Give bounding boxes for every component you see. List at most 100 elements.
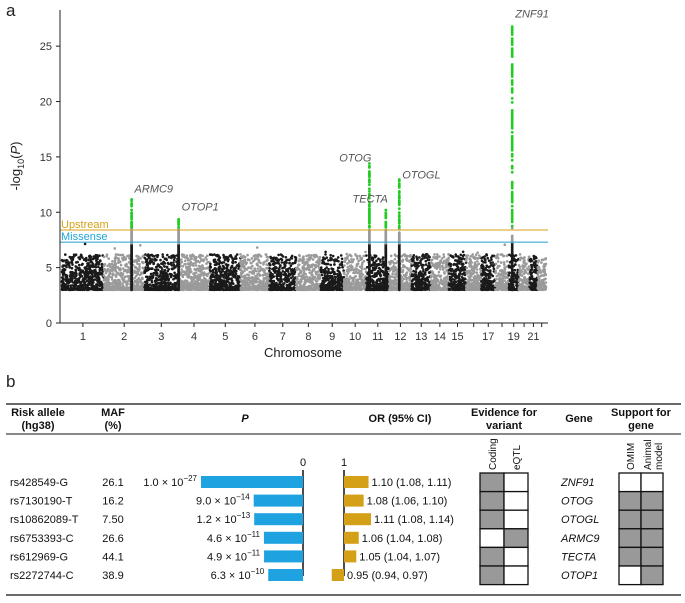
snp-point: [82, 258, 86, 262]
snp-point: [127, 268, 131, 272]
snp-point: [276, 272, 280, 276]
snp-point: [256, 288, 260, 292]
snp-point: [246, 253, 249, 257]
snp-point: [91, 273, 94, 276]
snp-point: [221, 288, 224, 292]
snp-point: [314, 287, 317, 291]
snp-point: [167, 288, 171, 292]
snp-point: [286, 270, 290, 273]
snp-point: [323, 271, 327, 275]
snp-point: [427, 280, 431, 284]
snp-point: [272, 275, 276, 278]
snp-point: [381, 271, 385, 274]
snp-point: [161, 253, 164, 256]
snp-point: [193, 271, 197, 275]
snp-point: [355, 254, 358, 258]
snp-point: [96, 262, 99, 266]
snp-point: [150, 267, 153, 270]
snp-point: [202, 274, 205, 277]
snp-point: [425, 267, 428, 271]
snp-point: [66, 261, 69, 265]
snp-point: [323, 274, 327, 277]
snp-point: [326, 278, 329, 282]
snp-point: [323, 280, 326, 283]
snp-point: [416, 287, 420, 291]
snp-point: [121, 272, 125, 276]
snp-point: [278, 282, 281, 286]
snp-point: [352, 278, 355, 282]
snp-point: [290, 257, 294, 260]
snp-point: [231, 281, 234, 285]
snp-point: [342, 271, 346, 275]
snp-point: [72, 253, 76, 256]
snp-point: [264, 253, 268, 256]
snp-point: [155, 268, 159, 271]
snp-point: [358, 275, 361, 278]
snp-point: [299, 271, 303, 275]
snp-point: [73, 272, 77, 275]
snp-point: [248, 270, 251, 274]
snp-point: [66, 259, 69, 262]
snp-point: [386, 266, 390, 270]
snp-point: [108, 270, 112, 274]
snp-point: [443, 271, 446, 274]
snp-point: [102, 288, 106, 291]
snp-point: [91, 262, 95, 266]
snp-point: [62, 259, 66, 262]
snp-point: [266, 258, 269, 262]
snp-point: [210, 273, 214, 276]
snp-point: [199, 274, 202, 278]
snp-point: [391, 279, 395, 283]
snp-point: [294, 256, 298, 260]
snp-point: [379, 274, 382, 278]
snp-point: [152, 272, 155, 275]
snp-point: [279, 272, 283, 275]
snp-point: [69, 286, 73, 290]
snp-point: [144, 268, 147, 272]
snp-point: [269, 279, 273, 282]
snp-point: [364, 250, 367, 254]
snp-point: [252, 260, 255, 263]
snp-point: [162, 285, 166, 289]
snp-point: [343, 287, 347, 291]
snp-point: [281, 270, 285, 273]
snp-point: [114, 284, 118, 288]
snp-point: [167, 262, 170, 266]
snp-point: [271, 273, 274, 276]
snp-point: [95, 284, 98, 288]
snp-point: [118, 260, 122, 264]
snp-point: [76, 277, 79, 281]
snp-point: [71, 263, 74, 266]
chromosome-8-points: [294, 253, 322, 292]
snp-point: [138, 265, 141, 269]
snp-point: [433, 253, 436, 256]
snp-point: [307, 288, 310, 291]
snp-point: [62, 288, 65, 291]
snp-point: [86, 262, 89, 265]
snp-point: [306, 266, 309, 270]
snp-point: [287, 283, 291, 287]
snp-point: [160, 266, 163, 269]
snp-point: [345, 274, 349, 277]
snp-point: [319, 270, 323, 273]
snp-point: [172, 266, 175, 270]
snp-point: [389, 254, 393, 258]
snp-point: [79, 285, 82, 289]
snp-point: [133, 284, 136, 287]
snp-point: [232, 287, 235, 291]
snp-point: [146, 275, 149, 279]
snp-point: [291, 261, 295, 265]
snp-point: [200, 268, 203, 272]
snp-point: [184, 285, 188, 288]
snp-point: [338, 271, 341, 274]
snp-point: [99, 267, 102, 270]
snp-point: [280, 261, 284, 264]
snp-point: [317, 259, 320, 263]
snp-point: [382, 277, 385, 281]
snp-point: [324, 283, 328, 287]
snp-point: [163, 274, 167, 277]
snp-point: [94, 253, 98, 257]
snp-point: [148, 283, 152, 286]
snp-point: [373, 268, 377, 271]
snp-point: [196, 287, 200, 290]
